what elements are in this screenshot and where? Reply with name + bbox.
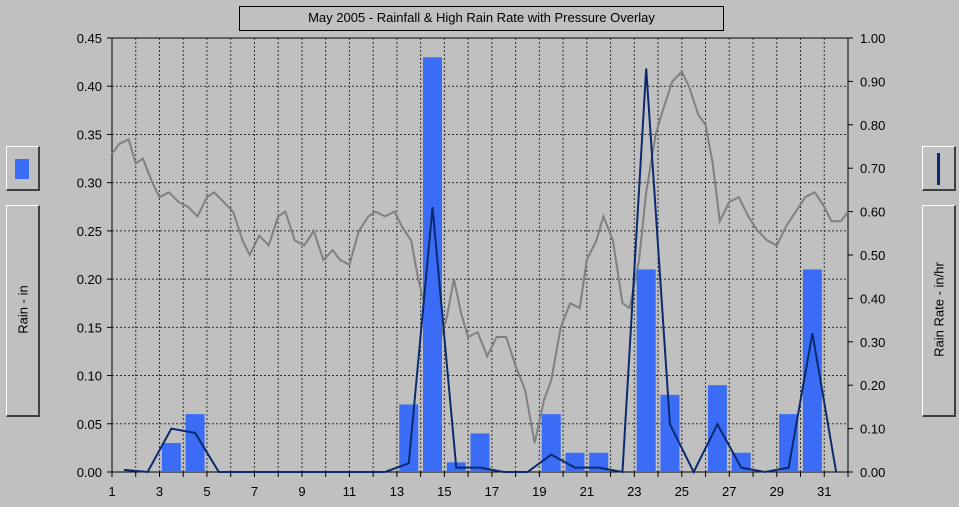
left-tick-label: 0.45 <box>77 31 102 46</box>
rain-bar <box>470 433 490 472</box>
left-legend-panel <box>6 146 40 191</box>
right-tick-label: 0.00 <box>860 465 885 480</box>
right-tick-label: 0.70 <box>860 161 885 176</box>
x-tick-label: 3 <box>156 484 163 499</box>
axes: 1 3 5 7 9 11 13 15 17 19 21 23 25 27 29 310.000.050.100… <box>77 31 886 499</box>
plot-frame <box>111 37 849 473</box>
right-tick-label: 0.90 <box>860 74 885 89</box>
x-tick-label: 5 <box>203 484 210 499</box>
left-tick-label: 0.35 <box>77 127 102 142</box>
rain-bar <box>636 269 656 472</box>
rain-bar-swatch <box>15 159 29 179</box>
rain-bar <box>161 443 181 472</box>
right-tick-label: 0.20 <box>860 378 885 393</box>
rain-bar <box>423 57 443 473</box>
rain-bar <box>565 452 585 472</box>
rain-bar <box>660 394 680 472</box>
x-tick-label: 31 <box>817 484 831 499</box>
rain-bar <box>707 385 727 472</box>
x-tick-label: 21 <box>580 484 594 499</box>
left-tick-label: 0.10 <box>77 369 102 384</box>
right-tick-label: 0.80 <box>860 118 885 133</box>
rain-bar <box>541 414 561 472</box>
x-tick-label: 27 <box>722 484 736 499</box>
x-tick-label: 9 <box>298 484 305 499</box>
x-tick-label: 17 <box>485 484 499 499</box>
rain-rate-series <box>123 68 838 475</box>
x-tick-label: 13 <box>390 484 404 499</box>
left-axis-label-panel: Rain - in <box>6 205 40 417</box>
pressure-line <box>111 70 849 444</box>
right-legend-panel <box>922 146 956 191</box>
left-tick-label: 0.25 <box>77 224 102 239</box>
left-tick-label: 0.05 <box>77 417 102 432</box>
chart-title: May 2005 - Rainfall & High Rain Rate wit… <box>239 6 724 31</box>
left-tick-label: 0.30 <box>77 176 102 191</box>
grid <box>112 38 848 472</box>
right-tick-label: 0.60 <box>860 205 885 220</box>
x-tick-label: 1 <box>108 484 115 499</box>
right-tick-label: 1.00 <box>860 31 885 46</box>
left-tick-label: 0.00 <box>77 465 102 480</box>
rain-bar <box>185 414 205 472</box>
right-tick-label: 0.40 <box>860 291 885 306</box>
x-tick-label: 11 <box>343 484 357 499</box>
x-tick-label: 15 <box>437 484 451 499</box>
rain-rate-line <box>123 68 838 475</box>
x-tick-label: 7 <box>251 484 258 499</box>
pressure-series <box>111 70 849 444</box>
left-tick-label: 0.15 <box>77 320 102 335</box>
right-axis-label-panel: Rain Rate - in/hr <box>922 205 956 417</box>
right-tick-label: 0.50 <box>860 248 885 263</box>
x-tick-label: 19 <box>532 484 546 499</box>
x-tick-label: 25 <box>675 484 689 499</box>
rain-bars <box>161 57 822 473</box>
rain-bar <box>802 269 822 472</box>
left-tick-label: 0.20 <box>77 272 102 287</box>
rain-rate-line-swatch <box>937 153 940 185</box>
right-tick-label: 0.30 <box>860 335 885 350</box>
x-tick-label: 29 <box>770 484 784 499</box>
rain-bar <box>779 414 799 472</box>
right-tick-label: 0.10 <box>860 422 885 437</box>
x-tick-label: 23 <box>627 484 641 499</box>
left-tick-label: 0.40 <box>77 79 102 94</box>
